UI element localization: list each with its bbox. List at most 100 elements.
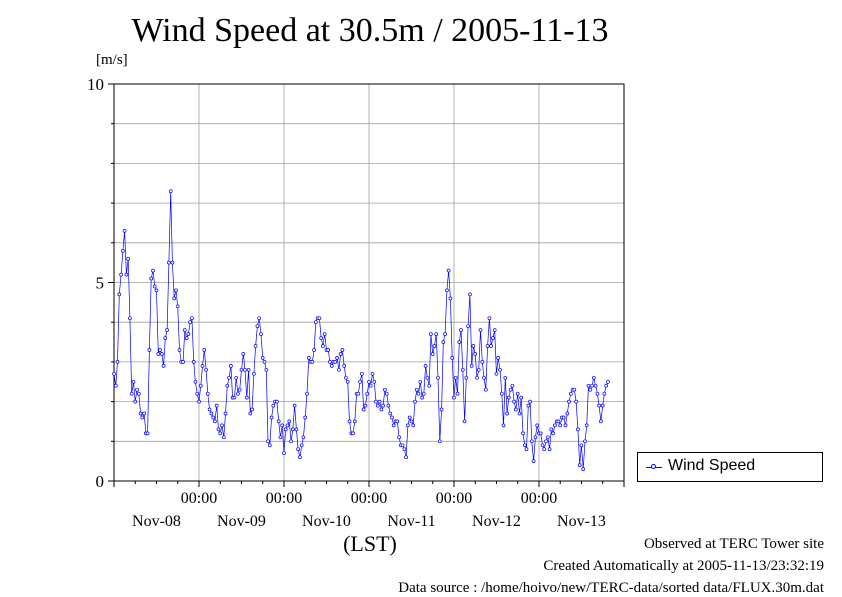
data-point bbox=[567, 399, 571, 404]
data-point bbox=[407, 415, 412, 420]
data-point bbox=[448, 296, 453, 301]
data-point bbox=[471, 344, 476, 348]
data-point bbox=[365, 391, 370, 396]
data-point bbox=[540, 443, 545, 448]
data-point bbox=[432, 344, 437, 348]
data-point bbox=[374, 399, 378, 404]
data-point bbox=[174, 288, 178, 293]
data-point bbox=[326, 348, 331, 352]
data-point bbox=[384, 391, 389, 396]
x-time-label: 00:00 bbox=[351, 490, 387, 507]
data-point bbox=[375, 403, 380, 408]
data-point bbox=[182, 328, 187, 332]
data-point bbox=[218, 431, 223, 436]
data-point bbox=[515, 391, 520, 396]
data-point bbox=[156, 352, 161, 356]
data-point bbox=[280, 423, 285, 428]
data-point bbox=[337, 367, 341, 372]
data-point bbox=[556, 419, 561, 424]
data-point bbox=[483, 387, 488, 392]
data-point bbox=[225, 383, 230, 388]
data-point bbox=[301, 435, 306, 440]
data-point bbox=[528, 399, 532, 404]
data-point bbox=[253, 344, 258, 348]
data-point bbox=[547, 447, 552, 452]
data-point bbox=[370, 371, 375, 376]
data-point bbox=[243, 367, 247, 372]
data-point bbox=[135, 387, 139, 392]
data-point bbox=[168, 189, 173, 194]
footer-created: Created Automatically at 2005-11-13/23:3… bbox=[543, 558, 824, 574]
data-point bbox=[310, 360, 315, 364]
legend-label: Wind Speed bbox=[668, 457, 756, 474]
data-point bbox=[508, 387, 513, 392]
x-date-label: Nov-11 bbox=[387, 513, 435, 530]
data-point bbox=[335, 356, 339, 360]
data-point bbox=[581, 467, 586, 471]
data-point bbox=[588, 387, 593, 392]
data-point bbox=[606, 379, 610, 384]
data-point bbox=[549, 427, 554, 432]
data-point bbox=[289, 439, 293, 444]
data-point bbox=[604, 383, 609, 388]
data-point bbox=[429, 332, 433, 336]
data-point bbox=[133, 399, 138, 404]
y-unit-label: [m/s] bbox=[96, 52, 128, 68]
data-point bbox=[584, 423, 589, 428]
data-point bbox=[593, 383, 598, 388]
data-point bbox=[522, 443, 527, 448]
data-point bbox=[158, 348, 162, 352]
data-point bbox=[151, 268, 155, 273]
data-point bbox=[512, 399, 516, 404]
data-point bbox=[409, 419, 414, 424]
data-point bbox=[276, 419, 281, 424]
x-date-label: Nov-09 bbox=[217, 513, 266, 530]
data-point bbox=[313, 320, 318, 325]
x-date-label: Nov-13 bbox=[557, 513, 606, 530]
data-point bbox=[140, 415, 145, 420]
footer-site: Observed at TERC Tower site bbox=[643, 536, 824, 552]
data-point bbox=[521, 431, 525, 436]
data-point bbox=[259, 332, 263, 336]
data-point bbox=[561, 415, 566, 420]
data-point bbox=[128, 316, 132, 321]
legend-marker-icon bbox=[651, 464, 656, 469]
data-point bbox=[267, 443, 272, 448]
data-point bbox=[207, 407, 212, 412]
data-point bbox=[482, 375, 486, 380]
data-point bbox=[345, 379, 350, 384]
data-point bbox=[260, 356, 265, 360]
data-point bbox=[577, 463, 582, 467]
x-date-label: Nov-08 bbox=[132, 513, 181, 530]
data-point bbox=[356, 391, 361, 396]
data-point bbox=[303, 415, 308, 420]
series-wind-speed bbox=[112, 189, 610, 471]
data-point bbox=[255, 324, 260, 329]
data-point bbox=[322, 332, 327, 336]
data-point bbox=[538, 431, 543, 436]
data-point bbox=[126, 256, 131, 261]
data-point bbox=[298, 455, 302, 460]
data-point bbox=[257, 316, 262, 321]
data-point bbox=[445, 288, 449, 293]
data-point bbox=[491, 336, 495, 340]
data-point bbox=[200, 364, 205, 368]
x-axis-label: (LST) bbox=[343, 531, 397, 556]
data-point bbox=[492, 328, 497, 332]
data-point bbox=[296, 447, 300, 452]
data-point bbox=[117, 292, 122, 297]
data-point bbox=[213, 419, 217, 424]
data-point bbox=[439, 407, 444, 412]
data-point bbox=[319, 336, 324, 340]
data-point bbox=[342, 364, 347, 368]
data-point bbox=[142, 411, 146, 416]
data-point bbox=[329, 364, 334, 368]
data-point bbox=[418, 379, 423, 384]
data-point bbox=[480, 360, 485, 364]
data-point bbox=[487, 316, 492, 321]
data-point bbox=[535, 423, 540, 428]
data-point bbox=[485, 344, 490, 348]
data-point bbox=[282, 451, 286, 456]
data-point bbox=[209, 411, 214, 416]
data-point bbox=[430, 352, 435, 356]
